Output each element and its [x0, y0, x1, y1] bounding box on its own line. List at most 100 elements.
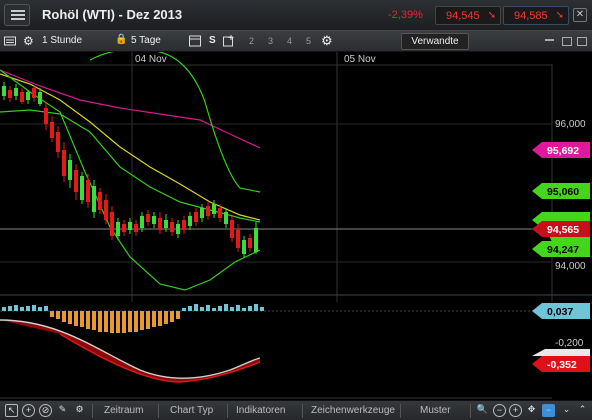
macd-signal-line [0, 319, 261, 379]
macd-lines [0, 319, 261, 383]
bottom-toolbar: ↖ + ⊘ ✎ ⚙ Zeitraum Chart Typ Indikatoren… [0, 400, 592, 420]
candle-body [128, 222, 132, 230]
interval-select[interactable]: 1 Stunde [42, 35, 83, 46]
gear-icon[interactable]: ⚙ [321, 33, 333, 48]
macd-histogram-bar [170, 311, 174, 322]
zoom-in-icon[interactable]: + [509, 404, 522, 417]
chart-add-icon[interactable] [223, 34, 235, 48]
price-axis-label: 96,000 [555, 119, 586, 130]
cursor-icon[interactable]: ↖ [5, 404, 18, 417]
maximize-icon[interactable] [577, 37, 587, 46]
lock-icon[interactable]: 🔒 [115, 34, 128, 45]
candle-body [176, 224, 180, 234]
price-tag-lower-green-shape [532, 241, 590, 257]
candle-body [50, 122, 54, 138]
buy-price-button[interactable]: 94,585 ➘ [503, 6, 569, 25]
close-icon[interactable]: ✕ [573, 8, 587, 22]
menu-button[interactable] [4, 4, 30, 26]
candle-body [110, 212, 114, 236]
drawing-tools-button[interactable]: Zeichenwerkzeuge [311, 405, 395, 416]
buy-price: 94,585 [514, 10, 548, 22]
settings-icon[interactable]: ⚙ [75, 404, 84, 414]
slot-3[interactable]: 3 [268, 36, 274, 46]
candle-body [140, 216, 144, 228]
macd-tag-histogram-shape [532, 303, 590, 319]
gear-icon[interactable]: ⚙ [23, 34, 34, 48]
candle-body [218, 208, 222, 218]
keyboard-icon[interactable] [4, 34, 16, 48]
macd-histogram-bar [152, 311, 156, 327]
pencil-icon[interactable]: ✎ [58, 404, 67, 414]
candle-body [224, 212, 228, 224]
candle-body [230, 220, 234, 238]
slot-5[interactable]: 5 [306, 36, 312, 46]
zoom-out-icon[interactable]: − [493, 404, 506, 417]
macd-histogram-bar [248, 306, 252, 311]
macd-histogram-bar [230, 307, 234, 311]
macd-histogram-bar [98, 311, 102, 332]
candle-body [134, 224, 138, 232]
slot-2[interactable]: 2 [249, 36, 255, 46]
crosshair-icon[interactable]: + [22, 404, 35, 417]
candle-body [8, 90, 12, 98]
macd-histogram-bar [176, 311, 180, 319]
macd-histogram-bar [194, 304, 198, 311]
macd-histogram-bar [146, 311, 150, 329]
macd-histogram-bar [224, 304, 228, 311]
period-button[interactable]: Zeitraum [104, 405, 144, 416]
chart-type-button[interactable]: Chart Typ [170, 405, 214, 416]
candle-body [26, 92, 30, 100]
slot-4[interactable]: 4 [287, 36, 293, 46]
price-tag-upper-green: 95,060 [547, 186, 579, 198]
macd-histogram-bar [128, 311, 132, 332]
macd-histogram-bar [164, 311, 168, 324]
range-select[interactable]: 5 Tage [131, 35, 161, 46]
chart-grid [0, 52, 592, 399]
bollinger-middle-line [0, 109, 261, 223]
candle-body [20, 92, 24, 102]
price-tag-current: 94,565 [547, 224, 579, 236]
arrow-down-icon: ➘ [487, 10, 496, 21]
minimize-icon[interactable] [545, 39, 554, 41]
macd-histogram-bar [206, 305, 210, 311]
macd-histogram-bar [38, 307, 42, 311]
macd-histogram-bar [260, 307, 264, 311]
macd-histogram-bar [14, 305, 18, 311]
chart-toolbar: ⚙ 1 Stunde 🔒 5 Tage S 2 3 4 5 ⚙ Verwandt… [0, 31, 592, 52]
macd-axis-label: -0,200 [555, 338, 584, 349]
style-button[interactable]: S [209, 35, 216, 46]
patterns-button[interactable]: Muster [420, 405, 451, 416]
macd-tag-signal-shape [532, 349, 590, 356]
related-button[interactable]: Verwandte [401, 33, 469, 50]
candle-body [122, 224, 126, 232]
macd-histogram-bar [254, 304, 258, 311]
macd-histogram-bar [140, 311, 144, 330]
chevron-down-icon[interactable]: ⌄ [562, 404, 571, 414]
zoom-icon[interactable]: 🔍 [476, 404, 489, 414]
delete-icon[interactable]: ⊘ [39, 404, 52, 417]
price-tag-upper-green-shape [532, 183, 590, 199]
macd-histogram-bar [68, 311, 72, 324]
candlesticks [2, 82, 258, 258]
candle-body [206, 206, 210, 216]
sell-price-button[interactable]: 94,545 ➘ [435, 6, 501, 25]
indicators-button[interactable]: Indikatoren [236, 405, 286, 416]
candle-body [158, 218, 162, 230]
candle-body [2, 86, 6, 96]
separator [92, 404, 93, 418]
move-icon[interactable]: ✥ [527, 404, 536, 414]
candle-body [80, 176, 84, 200]
candle-body [68, 160, 72, 180]
price-indicators [0, 52, 261, 291]
separator [302, 404, 303, 418]
calendar-icon[interactable] [189, 34, 201, 48]
separator [227, 404, 228, 418]
fit-icon[interactable]: ⇔ [542, 404, 555, 417]
macd-tag-line-shape [532, 356, 590, 372]
macd-histogram-bar [32, 305, 36, 311]
chevron-up-icon[interactable]: ⌃ [578, 404, 587, 414]
date-label: 05 Nov [344, 54, 376, 65]
restore-icon[interactable] [562, 37, 572, 46]
price-tag-lower-green: 94,247 [547, 244, 579, 256]
